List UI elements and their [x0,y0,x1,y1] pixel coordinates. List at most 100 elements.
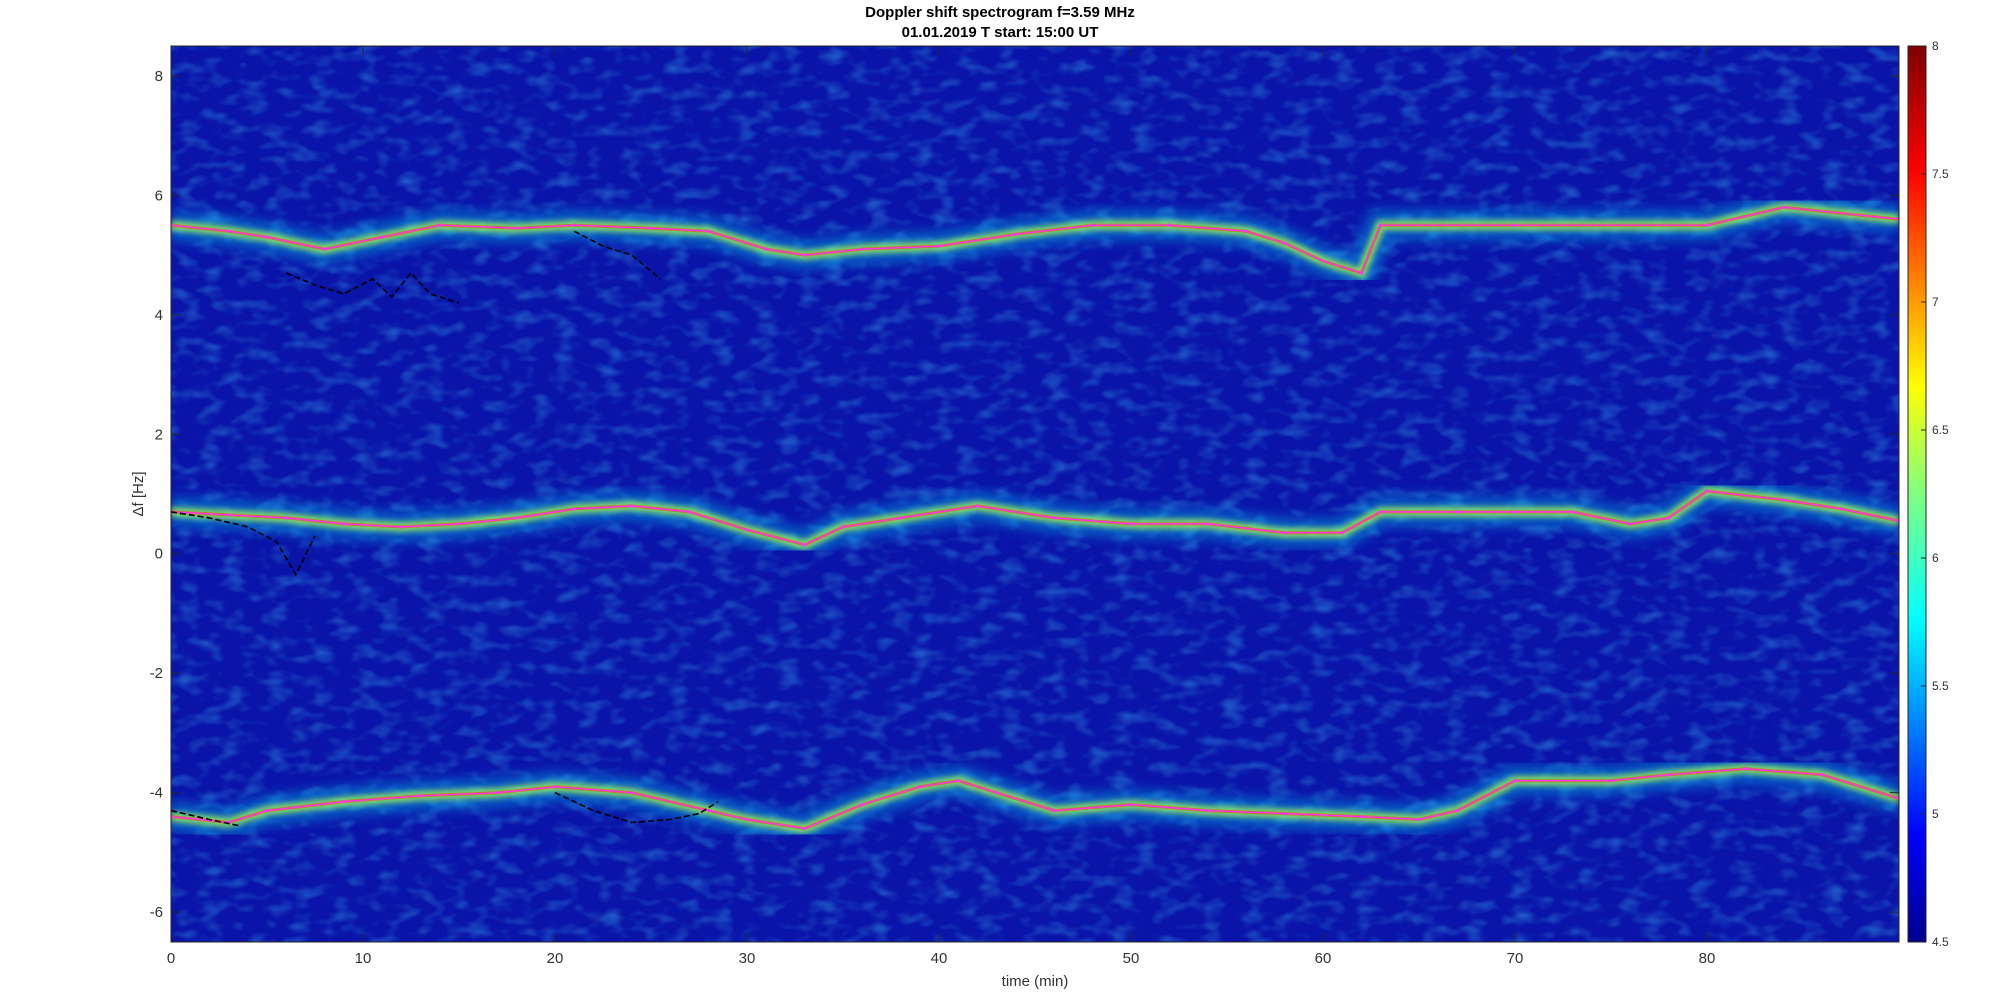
series-line-2 [171,768,1899,830]
series-point [515,226,519,230]
series-point [380,235,384,239]
series-point [1283,531,1287,535]
series-point [707,808,711,813]
series-point [899,516,903,520]
series-point [1782,205,1786,209]
series-point [1014,232,1018,236]
x-tick-label: 0 [167,950,175,967]
y-tick-label: 8 [155,68,163,85]
series-point [342,800,346,804]
plot-area [171,46,1899,942]
series-point [937,244,941,248]
y-tick-label: -2 [150,665,163,682]
series-point [1283,811,1287,816]
series-point [572,223,576,227]
series-point [1705,223,1709,227]
x-tick-label: 10 [355,950,372,967]
colorbar-tick-label: 4.5 [1932,935,1949,949]
series-point [438,223,442,227]
colorbar-tick-label: 6.5 [1932,423,1949,437]
series-point [918,785,922,789]
series-point [1244,229,1248,233]
series-point [1091,223,1095,227]
series-point [1782,498,1786,502]
series-point [1455,510,1459,514]
colorbar-tick-label: 8 [1932,39,1939,53]
x-tick-label: 50 [1123,950,1140,967]
y-tick-label: 2 [155,426,163,443]
series-point [1667,773,1671,777]
series-point [553,785,557,789]
series-point [707,229,711,233]
series-point [284,516,288,520]
series-point [745,817,749,822]
series-point [1206,522,1210,526]
x-tick-label: 60 [1315,950,1332,967]
y-axis-label: Δf [Hz] [130,471,147,516]
series-point [803,826,807,831]
series-point [1513,510,1517,514]
series-line-0 [171,206,1899,274]
series-point [1129,522,1133,526]
series-point [764,247,768,251]
series-point [1379,223,1383,227]
series-point [1129,803,1133,807]
series-point [1359,271,1363,275]
y-tick-label: 0 [155,546,163,563]
series-point [1513,223,1517,227]
series-point [1417,817,1421,822]
series-point [860,803,864,807]
series-point [1609,779,1613,783]
series-point [323,247,327,251]
chart-title: Doppler shift spectrogram f=3.59 MHz [865,4,1135,21]
series-point [1743,767,1747,771]
series-point [687,510,692,514]
series-point [1705,489,1709,493]
series-point [495,791,499,795]
series-point [1052,808,1056,813]
x-tick-label: 20 [547,950,564,967]
series-point [745,528,749,532]
x-tick-label: 40 [931,950,948,967]
plot-frame [170,45,1900,943]
series-point [1571,510,1575,514]
series-point [803,253,807,257]
chart-subtitle: 01.01.2019 T start: 15:00 UT [901,24,1099,41]
series-point [860,247,864,251]
series-point [419,794,423,798]
colorbar-scale [1907,45,1927,943]
series-point [1628,522,1632,526]
series-point [265,808,269,813]
colorbar-tick-label: 6 [1932,551,1939,565]
x-tick-label: 30 [739,950,756,967]
series-point [803,543,807,547]
colorbar-tick-label: 5.5 [1932,679,1949,693]
series-point [399,525,403,529]
series-point [1513,779,1517,783]
series-point [342,522,346,526]
series-point [995,791,999,795]
series-point [1206,808,1210,813]
series-point [1839,507,1843,511]
series-point [227,229,231,233]
series-line-4 [573,230,662,280]
series-point [630,504,634,508]
y-tick-label: 4 [155,307,163,324]
series-point [1167,223,1171,227]
colorbar-tick-label: 7.5 [1932,167,1949,181]
series-point [515,516,519,520]
series-point [1379,510,1383,514]
series-point [1667,516,1671,520]
series-line-7 [171,809,239,827]
colorbar-tick-label: 7 [1932,295,1939,309]
series-point [649,226,653,230]
series-line-1 [171,490,1899,546]
series-point [572,507,576,511]
series-point [1455,808,1459,813]
x-tick-label: 80 [1699,950,1716,967]
y-tick-label: -6 [150,904,163,921]
series-point [265,235,269,239]
x-axis-label: time (min) [1002,973,1069,990]
series-point [1359,814,1363,819]
